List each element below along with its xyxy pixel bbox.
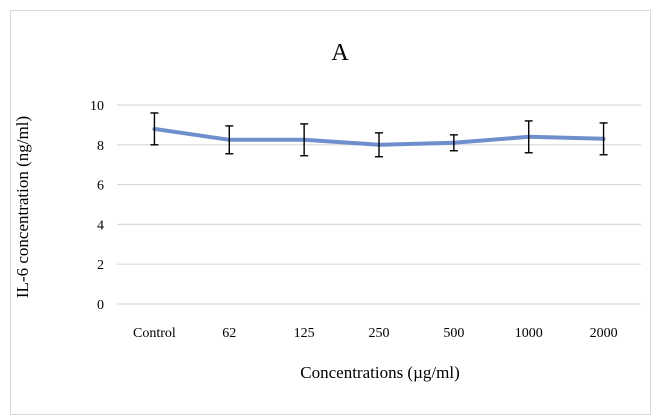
y-tick-labels: 0 2 4 6 8 10 <box>90 99 104 313</box>
x-tick-label: 1000 <box>515 326 543 341</box>
x-tick-label: 125 <box>294 326 315 341</box>
y-axis-label: IL-6 concentration (ng/ml) <box>13 116 32 298</box>
error-bar <box>375 132 383 158</box>
x-tick-label: 500 <box>443 326 464 341</box>
error-bar <box>225 125 234 155</box>
y-tick-label: 2 <box>97 258 104 273</box>
x-tick-label: 2000 <box>590 326 618 341</box>
x-tick-labels: Control 62 125 250 500 1000 2000 <box>133 326 618 341</box>
error-bar <box>599 122 608 156</box>
y-tick-label: 6 <box>97 179 104 194</box>
chart-title: A <box>331 40 349 66</box>
x-axis-label: Concentrations (µg/ml) <box>300 363 459 382</box>
x-tick-label: 62 <box>222 326 236 341</box>
error-bar <box>449 134 458 152</box>
error-bar <box>524 120 533 154</box>
x-tick-label: Control <box>133 326 176 341</box>
error-bar <box>150 112 159 146</box>
y-tick-label: 10 <box>90 99 104 114</box>
error-bar <box>300 123 309 157</box>
x-tick-label: 250 <box>369 326 390 341</box>
y-tick-label: 4 <box>97 218 104 233</box>
y-tick-label: 8 <box>97 139 104 154</box>
series-group <box>150 112 608 158</box>
chart-frame <box>10 10 651 415</box>
y-tick-label: 0 <box>97 298 104 313</box>
